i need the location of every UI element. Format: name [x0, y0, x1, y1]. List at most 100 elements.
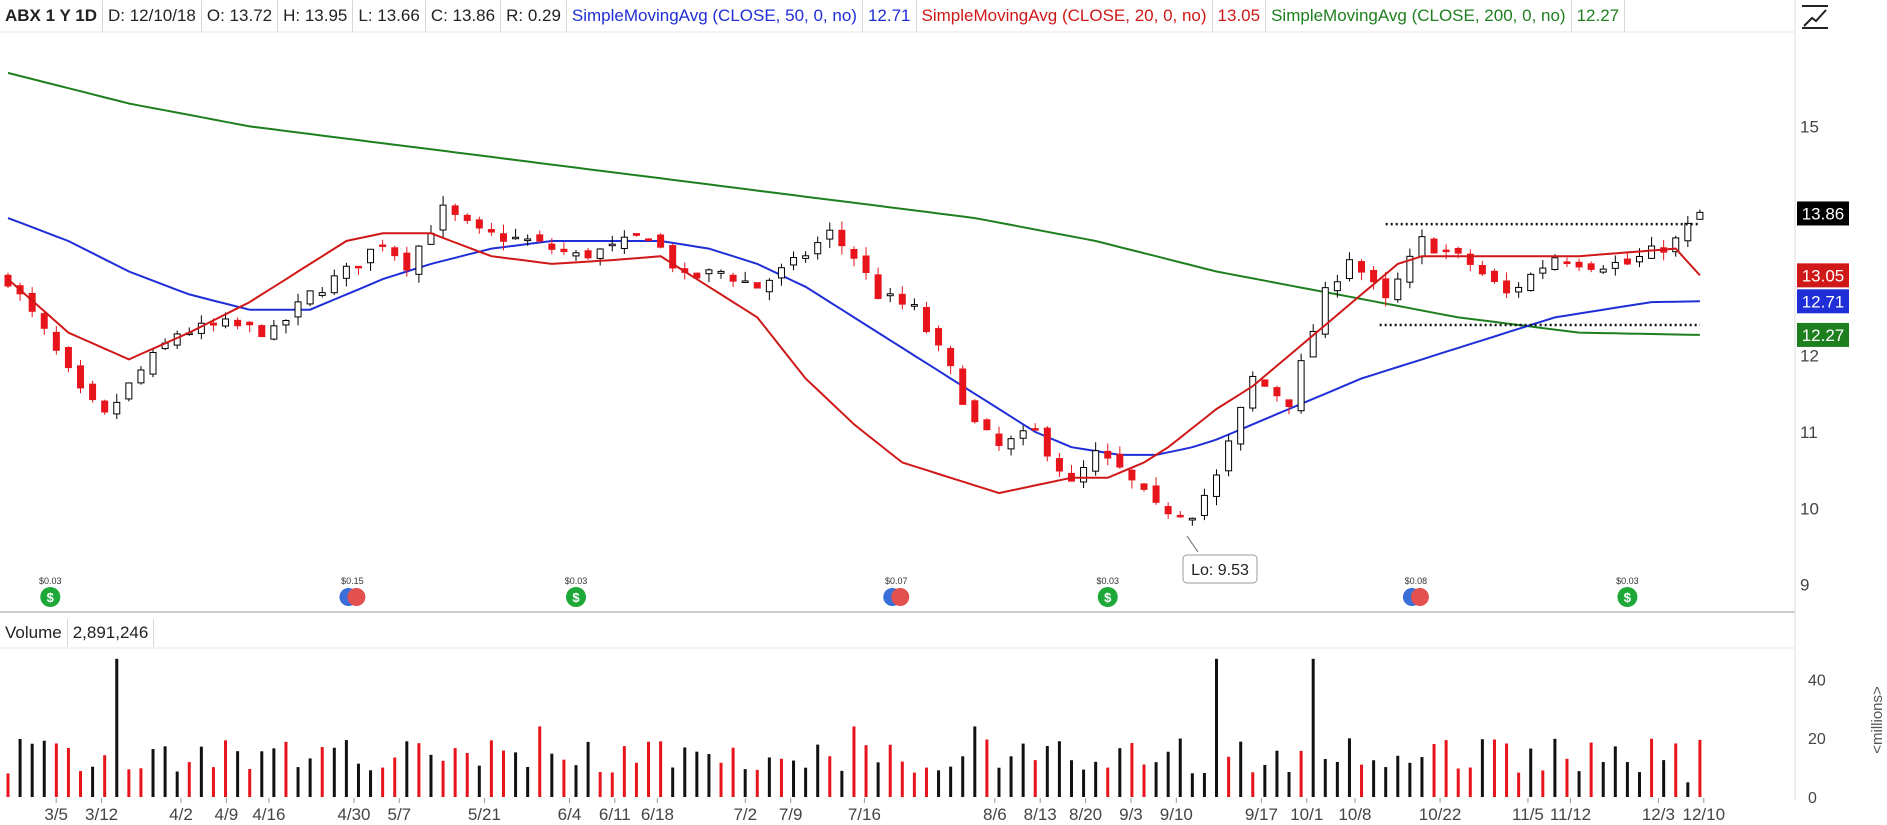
candle	[415, 245, 423, 283]
date-tick-label: 7/2	[733, 805, 757, 824]
low-readout: L: 13.66	[353, 0, 426, 32]
candle	[524, 234, 532, 246]
volume-bar	[1045, 745, 1049, 797]
volume-bar	[1033, 760, 1037, 797]
candle	[1345, 252, 1353, 282]
candle	[898, 286, 906, 310]
close-price-badge: 13.86	[1797, 201, 1849, 226]
volume-bar	[622, 746, 626, 797]
volume-bar	[852, 726, 856, 797]
volume-bar	[1372, 760, 1376, 797]
candle	[149, 349, 157, 378]
sma20-path	[7, 232, 1701, 495]
date-tick-label: 5/21	[468, 805, 501, 824]
volume-unit-label: <millions>	[1869, 686, 1886, 754]
candle	[1466, 249, 1474, 272]
candle	[645, 238, 653, 241]
dividend-markers: $0.03 $ $0.15 $0.03 $ $0.07 $0.03 $ $0.08 $0.03 $	[39, 576, 1639, 607]
volume-bar	[1069, 760, 1073, 797]
candle	[1164, 502, 1172, 519]
candle	[1430, 237, 1438, 254]
dividend-icon	[891, 588, 910, 606]
volume-bar	[574, 765, 578, 797]
volume-bar	[1106, 767, 1110, 797]
volume-bar	[6, 773, 10, 797]
volume-bar	[888, 744, 892, 797]
candle	[596, 248, 604, 266]
candle	[1225, 434, 1233, 477]
volume-bar	[1674, 743, 1678, 797]
date-tick-label: 4/16	[252, 805, 285, 824]
candle	[1213, 469, 1221, 506]
volume-bar	[743, 769, 747, 797]
candle	[584, 248, 592, 260]
dividend-amount: $0.03	[1616, 576, 1639, 586]
volume-bar	[1420, 757, 1424, 797]
symbol-label[interactable]: ABX 1 Y 1D	[0, 0, 103, 32]
trend-lines	[1379, 222, 1700, 327]
candle	[258, 324, 266, 338]
candle	[499, 224, 507, 251]
candle	[1140, 483, 1148, 492]
candle	[1031, 423, 1039, 431]
sma20-label[interactable]: SimpleMovingAvg (CLOSE, 20, 0, no)	[917, 0, 1213, 32]
volume-bar	[91, 766, 95, 797]
date-tick-label: 5/7	[388, 805, 412, 824]
volume-bar	[272, 748, 276, 797]
volume-bar	[79, 771, 83, 797]
volume-bar	[634, 762, 638, 797]
date-readout: D: 12/10/18	[103, 0, 202, 32]
volume-bar	[997, 767, 1001, 797]
volume-bar	[610, 772, 614, 797]
date-tick-label: 10/1	[1290, 805, 1323, 824]
candle	[282, 319, 290, 334]
candle	[850, 246, 858, 267]
volume-bar	[127, 769, 131, 797]
volume-bar	[332, 747, 336, 797]
volume-header: Volume 2,891,246	[0, 619, 155, 647]
volume-bar	[900, 761, 904, 797]
candle	[1128, 469, 1136, 489]
candle	[1599, 265, 1607, 274]
dividend-amount: $0.03	[39, 576, 62, 586]
candle	[1539, 260, 1547, 280]
candle	[1092, 442, 1100, 476]
date-tick-label: 12/10	[1683, 805, 1726, 824]
sma200-line	[7, 71, 1700, 336]
candle	[40, 310, 48, 335]
volume-bar	[538, 726, 542, 797]
volume-bar	[961, 756, 965, 797]
drawing-tool-icon[interactable]	[1800, 4, 1830, 30]
date-tick-label: 6/11	[599, 805, 631, 824]
volume-bar	[1577, 771, 1581, 797]
dividend-amount: $0.15	[341, 576, 364, 586]
candle	[1080, 460, 1088, 489]
volume-label[interactable]: Volume	[0, 619, 68, 647]
volume-bar	[779, 758, 783, 797]
candle	[1200, 488, 1208, 521]
sma50-label[interactable]: SimpleMovingAvg (CLOSE, 50, 0, no)	[567, 0, 863, 32]
volume-bar	[647, 741, 651, 797]
date-tick-label: 10/8	[1338, 805, 1371, 824]
price-axis: 9 10 11 12 15	[1800, 117, 1819, 594]
date-tick-label: 4/2	[169, 805, 193, 824]
volume-bar	[1057, 741, 1061, 797]
volume-bar	[18, 738, 22, 797]
candle	[1152, 477, 1160, 505]
volume-bar	[1263, 764, 1267, 797]
candle	[922, 302, 930, 334]
volume-bar	[1202, 773, 1206, 797]
volume-bar	[308, 758, 312, 797]
volume-bar	[1650, 738, 1654, 797]
volume-bar	[1190, 773, 1194, 797]
price-pane[interactable]	[0, 0, 1795, 610]
sma200-label[interactable]: SimpleMovingAvg (CLOSE, 200, 0, no)	[1266, 0, 1572, 32]
volume-bar	[659, 741, 663, 797]
volume-bar	[804, 767, 808, 797]
dividend-amount: $0.07	[885, 576, 908, 586]
volume-bar	[707, 754, 711, 797]
candle	[475, 216, 483, 234]
volume-bar	[1625, 762, 1629, 797]
date-tick-label: 11/5	[1512, 805, 1544, 824]
